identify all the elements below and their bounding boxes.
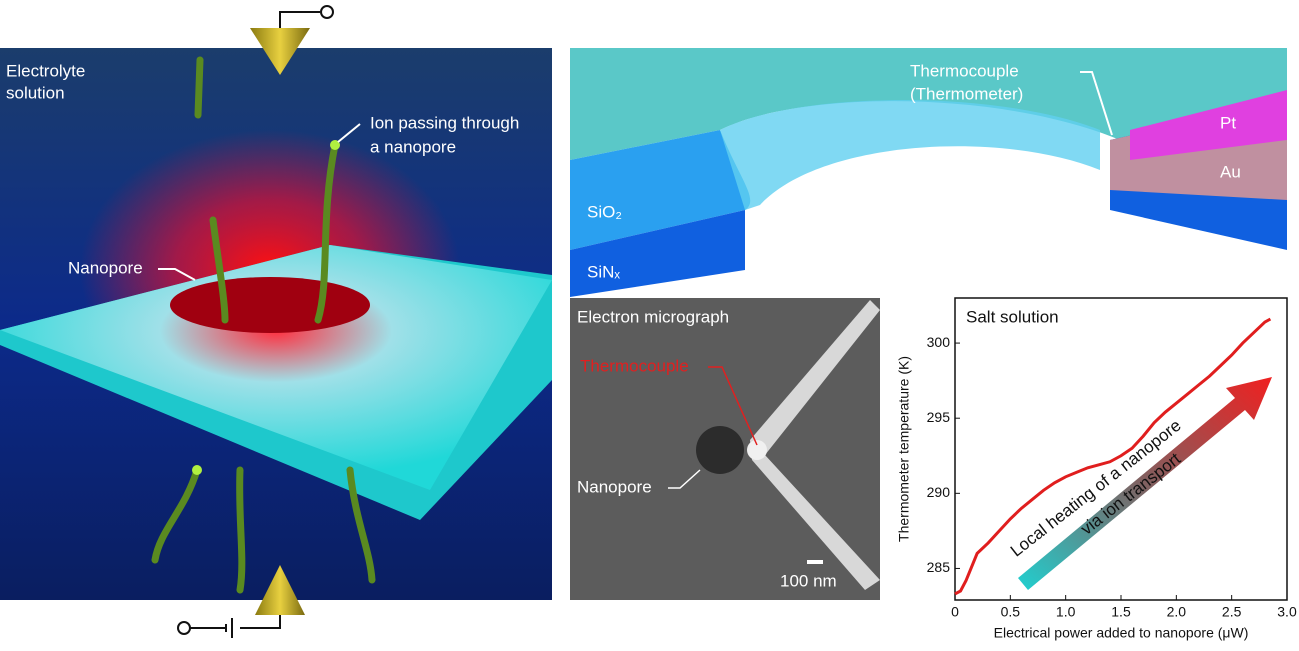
label: SiO₂ — [587, 202, 622, 221]
label: Electrolyte — [6, 61, 85, 80]
label: Nanopore — [577, 477, 652, 496]
x-tick-label: 1.5 — [1111, 604, 1131, 620]
label: (Thermometer) — [910, 84, 1023, 103]
ions — [151, 56, 376, 594]
plot-frame — [954, 297, 1288, 601]
electrode-bottom — [255, 565, 305, 615]
label: Au — [1220, 162, 1241, 181]
y-tick-label: 290 — [927, 484, 951, 500]
y-tick-label: 295 — [927, 409, 951, 425]
label: Electron micrograph — [577, 307, 729, 326]
sinx — [570, 210, 745, 297]
y-tick-label: 300 — [927, 334, 951, 350]
x-tick-label: 2.0 — [1167, 604, 1187, 620]
x-tick-label: 3.0 — [1277, 604, 1297, 620]
label: Nanopore — [68, 258, 143, 277]
chart-title: Salt solution — [966, 307, 1059, 326]
label: SiNₓ — [587, 262, 620, 281]
x-tick-label: 1.0 — [1056, 604, 1076, 620]
pore — [170, 277, 370, 333]
x-tick-label: 0.5 — [1001, 604, 1021, 620]
panel-c: Electron micrograph Thermocouple Nanopor… — [570, 298, 880, 600]
x-axis-label: Electrical power added to nanopore (μW) — [994, 625, 1249, 641]
panel-b: SiO₂ SiNₓ Pt Au Thermocouple (Thermomete… — [570, 48, 1287, 297]
sio2 — [570, 130, 751, 250]
x-tick-label: 0 — [951, 604, 959, 620]
chart: Salt solution Electrical power added to … — [896, 297, 1297, 641]
label: a nanopore — [370, 137, 456, 156]
label: 100 nm — [780, 571, 837, 590]
label: solution — [6, 83, 65, 102]
label: Ion passing through — [370, 113, 519, 132]
label: Thermocouple — [910, 61, 1019, 80]
electrode-top — [250, 28, 310, 75]
data-line — [954, 317, 1272, 596]
panel-a: Electrolyte solution Ion passing through… — [0, 5, 552, 638]
y-axis-label: Thermometer temperature (K) — [896, 356, 912, 542]
top-surface — [570, 48, 1287, 160]
label: Pt — [1220, 113, 1236, 132]
trend-arrow — [1018, 377, 1272, 590]
x-tick-label: 2.5 — [1222, 604, 1242, 620]
y-tick-label: 285 — [927, 559, 951, 575]
slab-top — [0, 245, 552, 490]
label: Thermocouple — [580, 356, 689, 375]
